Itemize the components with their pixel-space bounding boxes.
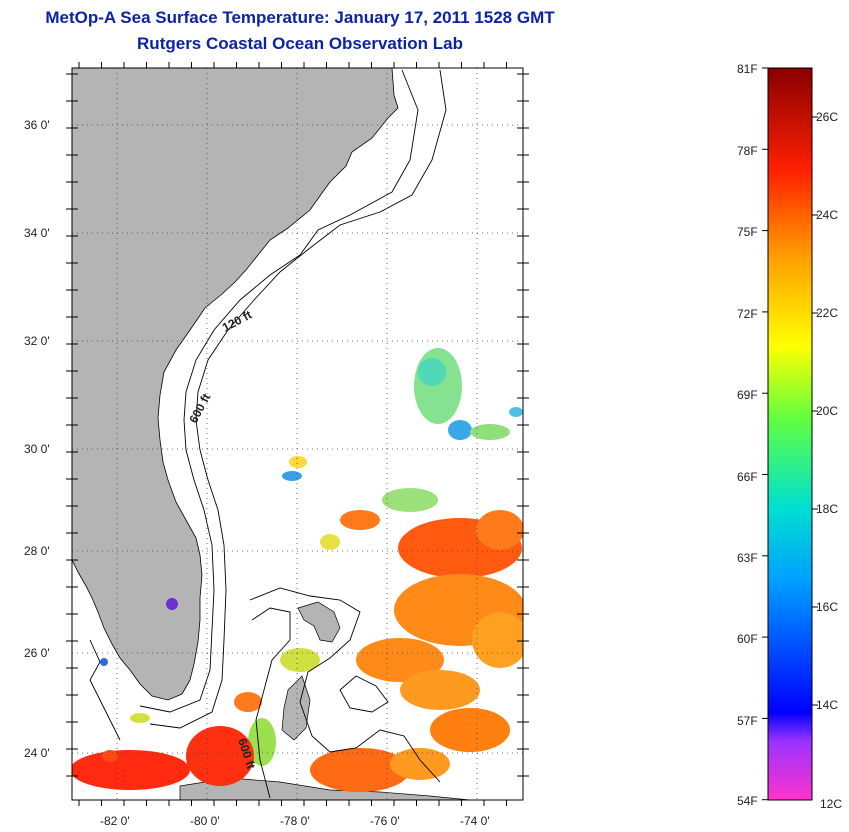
colorbar-f-label: 78F [737, 144, 758, 158]
lat-label: 26 0' [24, 646, 50, 660]
colorbar-c-label: 16C [816, 600, 838, 614]
colorbar-c-label: 26C [816, 110, 838, 124]
colorbar-c-label: 24C [816, 208, 838, 222]
lat-label: 36 0' [24, 118, 50, 132]
grid-lines [72, 68, 523, 800]
lat-label: 32 0' [24, 334, 50, 348]
colorbar-f-label: 75F [737, 225, 758, 239]
lon-label: -80 0' [190, 814, 220, 828]
lon-labels: -82 0' -80 0' -78 0' -76 0' -74 0' [100, 814, 490, 828]
colorbar-ticks [762, 67, 818, 801]
map-border [71, 67, 524, 801]
colorbar-f-label: 57F [737, 714, 758, 728]
colorbar-f-label: 72F [737, 307, 758, 321]
land-mass [72, 68, 399, 701]
colorbar-f-label: 63F [737, 551, 758, 565]
map-title: MetOp-A Sea Surface Temperature: January… [45, 8, 555, 27]
colorbar-f-labels: 81F 78F 75F 72F 69F 66F 63F 60F 57F 54F [737, 62, 758, 808]
map-subtitle: Rutgers Coastal Ocean Observation Lab [137, 34, 463, 53]
lon-label: -78 0' [280, 814, 310, 828]
colorbar-f-label: 69F [737, 388, 758, 402]
colorbar-c-label: 20C [816, 404, 838, 418]
lat-label: 28 0' [24, 544, 50, 558]
isobath-contours [89, 69, 447, 799]
colorbar [767, 67, 813, 801]
colorbar-c-label: 14C [816, 698, 838, 712]
lon-label: -82 0' [100, 814, 130, 828]
colorbar-c-label: 18C [816, 502, 838, 516]
lon-label: -76 0' [370, 814, 400, 828]
lon-label: -74 0' [460, 814, 490, 828]
bahamas-land [297, 601, 341, 643]
lat-label: 24 0' [24, 746, 50, 760]
tick-marks [66, 62, 529, 806]
lat-label: 30 0' [24, 442, 50, 456]
lat-labels: 36 0' 34 0' 32 0' 30 0' 28 0' 26 0' 24 0… [24, 118, 50, 760]
colorbar-f-label: 66F [737, 470, 758, 484]
cuba-land [179, 777, 471, 800]
lat-label: 34 0' [24, 226, 50, 240]
colorbar-f-label: 81F [737, 62, 758, 76]
colorbar-c-label: 22C [816, 306, 838, 320]
colorbar-c-label: 12C [820, 797, 842, 811]
sst-patches [72, 348, 523, 792]
colorbar-f-label: 60F [737, 632, 758, 646]
colorbar-f-label: 54F [737, 794, 758, 808]
colorbar-c-labels: 26C 24C 22C 20C 18C 16C 14C 12C [816, 110, 842, 811]
